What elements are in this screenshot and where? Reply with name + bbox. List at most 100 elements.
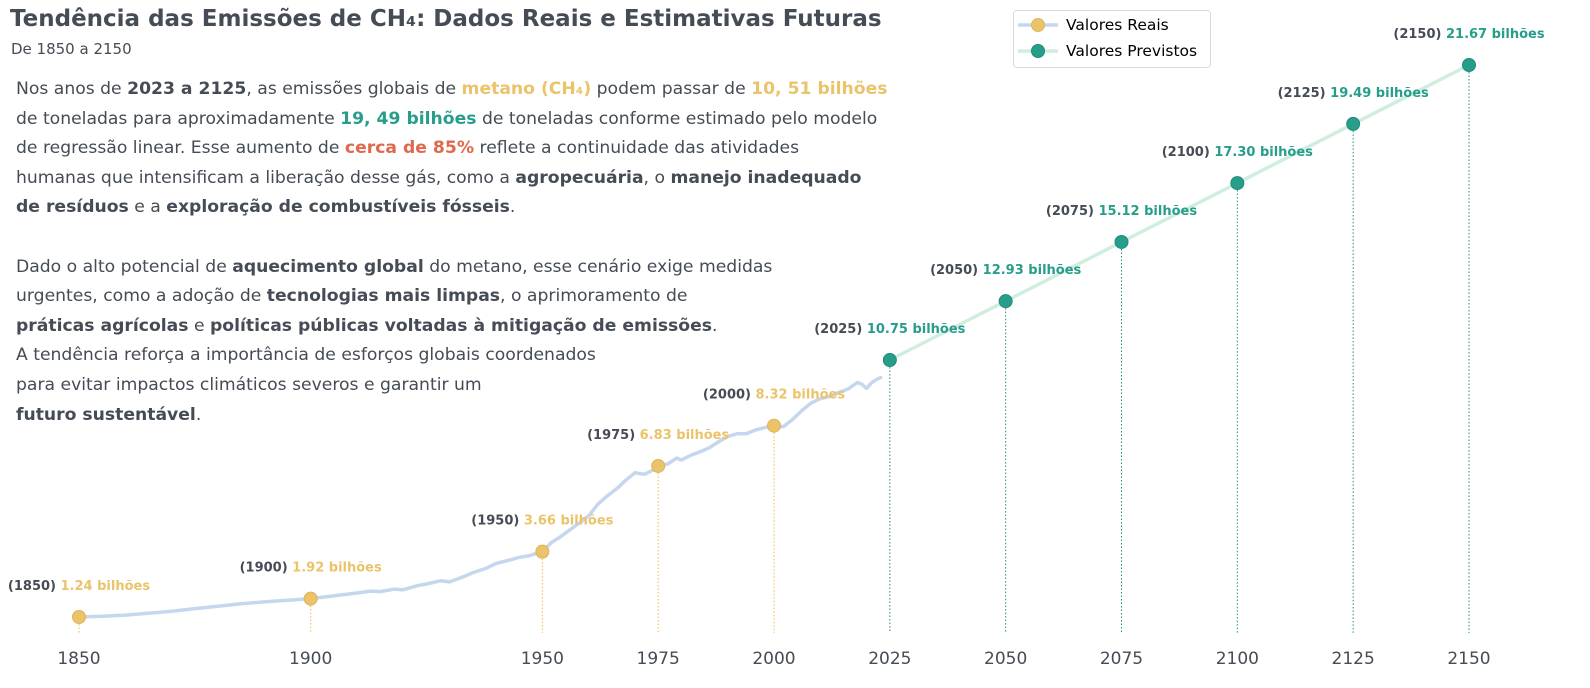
real-values-line <box>77 375 883 619</box>
highlight-text: 10, 51 bilhões <box>751 79 888 99</box>
point-label-value: 17.30 bilhões <box>1214 145 1313 160</box>
narrative-text: Nos anos de 2023 a 2125, as emissões glo… <box>16 75 888 430</box>
point-label: (1900) 1.92 bilhões <box>240 561 382 576</box>
point-label: (2100) 17.30 bilhões <box>1162 145 1313 160</box>
predicted-data-point <box>1230 176 1245 191</box>
narrative-text-segment: reflete a continuidade das atividades <box>474 138 800 159</box>
x-tick-label: 2025 <box>868 649 911 669</box>
point-label: (1975) 6.83 bilhões <box>587 428 729 443</box>
x-tick-label: 1850 <box>57 649 100 669</box>
highlight-text: metano (CH₄) <box>461 79 592 99</box>
legend-swatch-pred <box>1018 44 1058 58</box>
narrative-text-segment: e <box>188 315 210 336</box>
point-label-value: 6.83 bilhões <box>640 428 730 443</box>
point-label: (2125) 19.49 bilhões <box>1278 86 1429 101</box>
point-label-value: 10.75 bilhões <box>867 322 966 337</box>
point-label-year: (2150) <box>1393 27 1446 42</box>
point-label: (2150) 21.67 bilhões <box>1393 27 1544 42</box>
point-label-value: 1.92 bilhões <box>292 561 382 576</box>
predicted-data-point <box>1346 116 1361 131</box>
point-label: (1850) 1.24 bilhões <box>8 579 150 594</box>
point-label-year: (1850) <box>8 579 61 594</box>
point-label-year: (2125) <box>1278 86 1331 101</box>
highlight-text: 2023 a 2125 <box>127 79 247 99</box>
highlight-text: cerca de 85% <box>344 138 475 159</box>
x-tick-label: 2050 <box>984 649 1027 669</box>
point-label-year: (2100) <box>1162 145 1215 160</box>
drop-lines <box>78 65 1470 633</box>
narrative-text-segment: de regressão linear. Esse aumento de <box>16 138 345 159</box>
point-label-value: 3.66 bilhões <box>524 514 614 529</box>
narrative-text-segment: . <box>509 197 516 218</box>
narrative-text-segment: , o <box>643 167 671 188</box>
series-lines <box>77 63 1471 619</box>
predicted-data-point <box>882 353 897 368</box>
highlight-text: agropecuária <box>515 167 644 188</box>
highlight-text: tecnologias mais limpas <box>266 286 501 307</box>
point-label-year: (1900) <box>240 561 293 576</box>
chart-subtitle: De 1850 a 2150 <box>11 40 132 58</box>
x-tick-label: 1975 <box>637 649 680 669</box>
point-label-year: (2050) <box>930 263 983 278</box>
x-tick-label: 2100 <box>1216 649 1259 669</box>
highlight-text: políticas públicas voltadas à mitigação … <box>210 315 712 336</box>
real-data-point <box>303 591 318 606</box>
narrative-text-segment: . <box>195 404 202 425</box>
narrative-text-segment: A tendência reforça a importância de esf… <box>16 345 596 366</box>
point-labels: (1850) 1.24 bilhões(1900) 1.92 bilhões(1… <box>8 27 1545 594</box>
narrative-text-segment: e a <box>128 197 167 218</box>
narrative-paragraph-1: Nos anos de 2023 a 2125, as emissões glo… <box>16 75 888 223</box>
point-label: (2025) 10.75 bilhões <box>814 322 965 337</box>
point-label: (2075) 15.12 bilhões <box>1046 204 1197 219</box>
highlight-text: práticas agrícolas <box>16 315 189 336</box>
point-label-value: 15.12 bilhões <box>1098 204 1197 219</box>
point-label: (1950) 3.66 bilhões <box>471 514 613 529</box>
legend-item-real: Valores Reais <box>1014 13 1169 37</box>
narrative-text-segment: para evitar impactos climáticos severos … <box>16 374 482 395</box>
point-label-year: (1975) <box>587 428 640 443</box>
narrative-text-segment: de toneladas para aproximadamente <box>16 108 341 129</box>
highlight-text: aquecimento global <box>232 256 424 277</box>
narrative-paragraph-2: Dado o alto potencial de aquecimento glo… <box>16 253 888 431</box>
x-tick-label: 2000 <box>752 649 795 669</box>
real-data-point <box>535 544 550 559</box>
narrative-text-segment: Nos anos de <box>16 79 128 99</box>
real-data-point <box>72 610 86 624</box>
x-tick-label: 1900 <box>289 649 332 669</box>
real-data-point <box>767 418 781 433</box>
point-label-year: (2075) <box>1046 204 1099 219</box>
predicted-data-point <box>1462 58 1476 72</box>
legend-label-real: Valores Reais <box>1066 16 1169 34</box>
highlight-text: manejo inadequado <box>670 167 862 188</box>
chart-title: Tendência das Emissões de CH₄: Dados Rea… <box>10 6 882 32</box>
point-label: (2050) 12.93 bilhões <box>930 263 1081 278</box>
narrative-text-segment: podem passar de <box>591 79 752 99</box>
predicted-data-point <box>998 294 1013 309</box>
point-label-value: 19.49 bilhões <box>1330 86 1429 101</box>
narrative-text-segment: urgentes, como a adoção de <box>16 286 267 307</box>
narrative-text-segment: humanas que intensificam a liberação des… <box>16 167 516 188</box>
point-label-value: 12.93 bilhões <box>983 263 1082 278</box>
x-axis-ticks: 1850 1900 1950 1975 2000 2025 2050 2075 2100 2125… <box>57 649 1490 669</box>
legend-swatch-real <box>1018 18 1058 32</box>
markers <box>72 58 1476 624</box>
predicted-data-point <box>1114 234 1129 249</box>
legend-item-pred: Valores Previstos <box>1014 39 1197 63</box>
x-tick-label: 2150 <box>1447 649 1490 669</box>
point-label-value: 1.24 bilhões <box>61 579 151 594</box>
chart-legend: Valores Reais Valores Previstos <box>1013 10 1211 68</box>
highlight-text: 19, 49 bilhões <box>340 108 477 129</box>
point-label-year: (2000) <box>703 388 756 403</box>
narrative-text-segment: , as emissões globais de <box>246 79 462 99</box>
highlight-text: futuro sustentável <box>16 404 196 425</box>
highlight-text: de resíduos <box>16 197 129 218</box>
point-label-value: 21.67 bilhões <box>1446 27 1545 42</box>
narrative-text-segment: do metano, esse cenário exige medidas <box>423 256 773 277</box>
x-tick-label: 1950 <box>521 649 564 669</box>
legend-label-pred: Valores Previstos <box>1066 42 1198 60</box>
narrative-text-segment: , o aprimoramento de <box>500 286 688 307</box>
real-data-point <box>651 458 666 473</box>
point-label-year: (1950) <box>471 514 524 529</box>
x-tick-label: 2075 <box>1100 649 1143 669</box>
